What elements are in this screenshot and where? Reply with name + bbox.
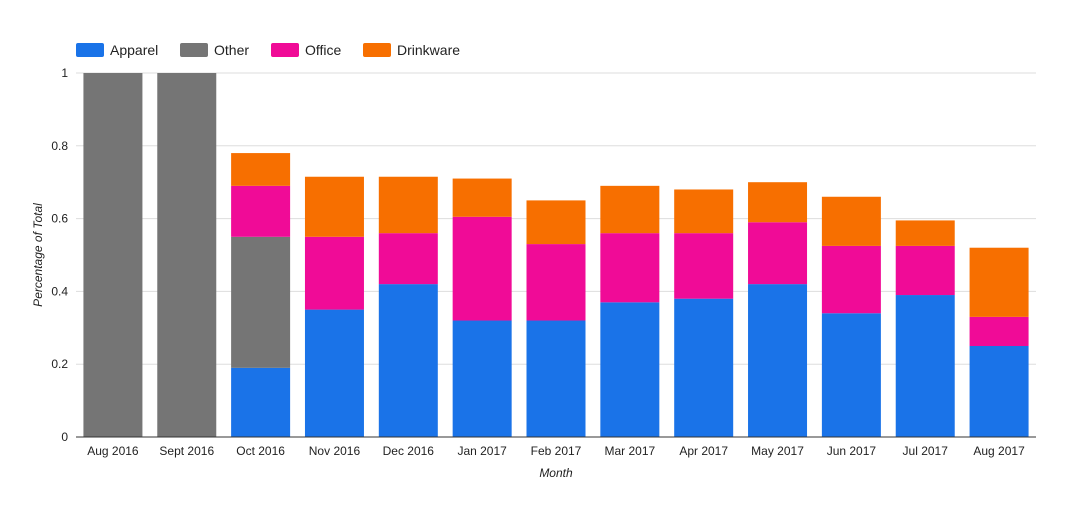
bar-segment-other[interactable]: [83, 73, 143, 437]
x-tick-label: Jun 2017: [827, 444, 877, 458]
bar-segment-apparel[interactable]: [969, 346, 1029, 437]
bar-segment-apparel[interactable]: [895, 295, 955, 437]
y-tick-label: 0.2: [51, 357, 68, 371]
bar-segment-drinkware[interactable]: [748, 182, 808, 223]
legend-label: Drinkware: [397, 42, 460, 58]
x-tick-label: Aug 2016: [87, 444, 139, 458]
bar-segment-drinkware[interactable]: [674, 189, 734, 234]
bar-segment-office[interactable]: [600, 233, 660, 303]
bar-segment-drinkware[interactable]: [969, 247, 1029, 317]
legend-label: Apparel: [110, 42, 158, 58]
x-axis-ticks: Aug 2016 Sept 2016 Oct 2016 Nov 2016 Dec 201…: [87, 444, 1025, 458]
bar-segment-apparel[interactable]: [378, 284, 438, 437]
bar-segment-apparel[interactable]: [674, 298, 734, 437]
bar-segment-office[interactable]: [821, 245, 881, 314]
legend-swatch-office: [271, 43, 299, 57]
x-tick-label: Sept 2016: [159, 444, 214, 458]
bar-segment-apparel[interactable]: [748, 284, 808, 437]
bar-segment-apparel[interactable]: [600, 302, 660, 437]
x-tick-label: Dec 2016: [383, 444, 435, 458]
legend: Apparel Other Office Drinkware: [76, 42, 460, 58]
bar-segment-office[interactable]: [378, 233, 438, 285]
bar-segment-drinkware[interactable]: [304, 176, 364, 237]
x-tick-label: Aug 2017: [973, 444, 1025, 458]
legend-swatch-other: [180, 43, 208, 57]
x-tick-label: Feb 2017: [531, 444, 582, 458]
bar-segment-other[interactable]: [157, 73, 217, 437]
x-axis-title: Month: [539, 466, 573, 480]
bar-segment-office[interactable]: [969, 316, 1029, 346]
y-tick-label: 0.8: [51, 139, 68, 153]
bar-segment-office[interactable]: [304, 236, 364, 310]
bar-segment-apparel[interactable]: [821, 313, 881, 437]
y-axis-title: Percentage of Total: [31, 203, 45, 307]
legend-label: Office: [305, 42, 342, 58]
bar-segment-drinkware[interactable]: [231, 153, 291, 186]
bar-segment-office[interactable]: [231, 185, 291, 237]
legend-label: Other: [214, 42, 249, 58]
y-tick-label: 1: [61, 66, 68, 80]
bar-segment-drinkware[interactable]: [526, 200, 586, 245]
x-tick-label: Jan 2017: [457, 444, 507, 458]
bar-segment-office[interactable]: [895, 245, 955, 296]
bar-segment-drinkware[interactable]: [452, 178, 512, 217]
y-axis-ticks: 0 0.2 0.4 0.6 0.8 1: [51, 66, 68, 444]
x-tick-label: Nov 2016: [309, 444, 361, 458]
x-tick-label: Oct 2016: [236, 444, 285, 458]
bar-segment-apparel[interactable]: [231, 367, 291, 437]
y-tick-label: 0: [61, 430, 68, 444]
x-tick-label: Mar 2017: [604, 444, 655, 458]
bar-segment-other[interactable]: [231, 236, 291, 368]
bar-segment-office[interactable]: [452, 216, 512, 321]
x-tick-label: Jul 2017: [903, 444, 949, 458]
bar-segment-drinkware[interactable]: [378, 176, 438, 234]
bar-segment-office[interactable]: [526, 244, 586, 321]
x-tick-label: May 2017: [751, 444, 804, 458]
bar-segment-apparel[interactable]: [526, 320, 586, 437]
bars: [83, 73, 1029, 437]
bar-segment-drinkware[interactable]: [895, 220, 955, 246]
legend-swatch-drinkware: [363, 43, 391, 57]
bar-segment-apparel[interactable]: [304, 309, 364, 437]
y-tick-label: 0.6: [51, 212, 68, 226]
x-tick-label: Apr 2017: [679, 444, 728, 458]
legend-swatch-apparel: [76, 43, 104, 57]
bar-segment-office[interactable]: [748, 222, 808, 285]
y-tick-label: 0.4: [51, 284, 68, 298]
bar-segment-drinkware[interactable]: [600, 185, 660, 234]
bar-segment-apparel[interactable]: [452, 320, 512, 437]
bar-segment-office[interactable]: [674, 233, 734, 299]
bar-segment-drinkware[interactable]: [821, 196, 881, 246]
